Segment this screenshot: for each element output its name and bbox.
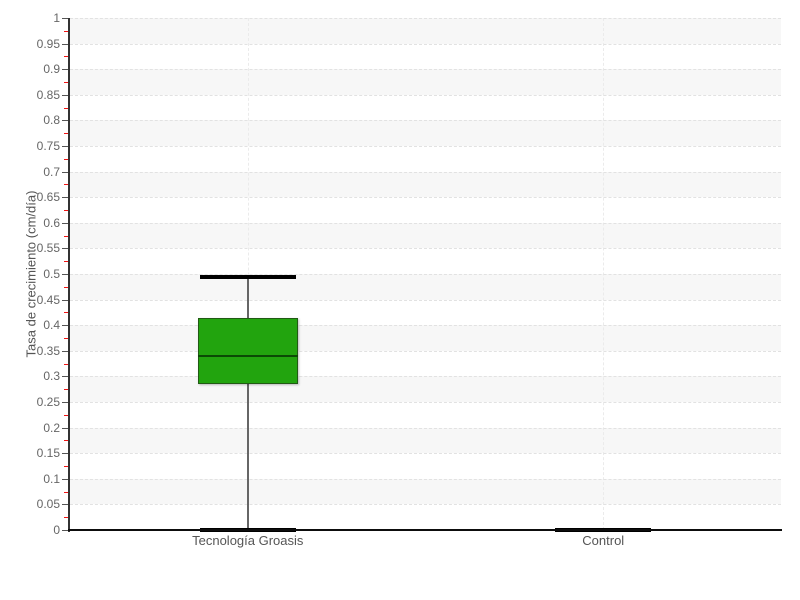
y-major-tick [62, 504, 68, 506]
y-minor-tick [64, 491, 68, 493]
y-major-tick [62, 299, 68, 301]
plot-band [70, 274, 781, 300]
y-tick-label: 0.85 [36, 87, 60, 102]
plot-band [70, 222, 781, 249]
plot-band [70, 376, 781, 402]
y-minor-tick [64, 107, 68, 109]
plot-band [70, 18, 781, 44]
y-gridline [70, 248, 781, 250]
plot-band [70, 69, 781, 95]
y-minor-tick [64, 389, 68, 391]
y-gridline [70, 197, 781, 199]
y-major-tick [62, 376, 68, 378]
y-tick-label: 0.2 [43, 420, 60, 435]
y-tick-label: 1 [53, 11, 60, 25]
plot-band [70, 120, 781, 146]
whisker-cap-low [555, 528, 652, 532]
y-minor-tick [64, 82, 68, 83]
whisker-cap-low [199, 528, 296, 532]
y-minor-tick [64, 440, 68, 442]
y-major-tick [62, 171, 68, 173]
y-major-tick [62, 69, 68, 71]
y-gridline [70, 146, 781, 147]
plot-band [70, 478, 781, 505]
y-tick-label: 0.25 [36, 395, 60, 409]
y-major-tick [62, 94, 68, 96]
y-gridline [70, 69, 781, 71]
y-tick-label: 0.05 [36, 497, 60, 512]
y-minor-tick [64, 158, 68, 160]
y-minor-tick [64, 261, 68, 263]
y-minor-tick [64, 312, 68, 314]
y-major-tick [62, 248, 68, 250]
box-iqr [197, 317, 298, 385]
y-major-tick [62, 478, 68, 480]
y-axis-title: Tasa de crecimiento (cm/día) [23, 190, 39, 358]
y-gridline [70, 504, 781, 506]
y-minor-tick [64, 133, 68, 135]
whisker-cap-high [199, 274, 296, 279]
y-tick-label: 0.3 [43, 369, 60, 384]
y-minor-tick [64, 184, 68, 186]
y-tick-label: 0.75 [36, 139, 60, 153]
y-major-tick [62, 325, 68, 327]
y-gridline [70, 18, 781, 19]
y-minor-tick [64, 466, 68, 467]
y-minor-tick [64, 517, 68, 519]
plot-band [70, 325, 781, 351]
y-tick-label: 0.15 [36, 446, 60, 461]
y-gridline [70, 478, 781, 480]
y-gridline [70, 171, 781, 173]
y-gridline [70, 274, 781, 275]
y-major-tick [62, 402, 68, 403]
y-minor-tick [64, 235, 68, 237]
y-gridline [70, 325, 781, 327]
y-major-tick [62, 350, 68, 352]
y-tick-label: 0.1 [43, 471, 60, 486]
y-minor-tick [64, 210, 68, 211]
y-major-tick [62, 427, 68, 429]
y-gridline [70, 94, 781, 96]
y-tick-label: 0.7 [43, 164, 60, 179]
y-gridline [70, 402, 781, 403]
y-minor-tick [64, 338, 68, 339]
y-minor-tick [64, 363, 68, 365]
y-minor-tick [64, 414, 68, 416]
y-gridline [70, 427, 781, 429]
x-axis-label: Control [582, 533, 625, 548]
y-gridline [70, 350, 781, 352]
y-major-tick [62, 222, 68, 224]
whisker-line [246, 276, 249, 530]
y-tick-label: 0 [53, 523, 60, 537]
y-tick-label: 0.8 [43, 113, 60, 128]
y-gridline [70, 299, 781, 301]
y-minor-tick [64, 286, 68, 288]
median-line [197, 354, 298, 357]
plot-band [70, 171, 781, 198]
y-gridline [70, 43, 781, 45]
plot-band [70, 427, 781, 454]
y-tick-label: 0.95 [36, 36, 60, 51]
y-major-tick [62, 197, 68, 199]
y-gridline [70, 120, 781, 122]
y-minor-tick [64, 30, 68, 32]
y-major-tick [62, 18, 68, 19]
y-gridline [70, 376, 781, 378]
y-major-tick [62, 453, 68, 455]
y-major-tick [62, 146, 68, 147]
y-tick-label: 0.9 [43, 62, 60, 77]
plot-area [70, 18, 781, 532]
y-gridline [70, 453, 781, 455]
y-gridline [70, 222, 781, 224]
y-major-tick [62, 43, 68, 45]
y-minor-tick [64, 56, 68, 58]
y-major-tick [62, 274, 68, 275]
y-major-tick [62, 120, 68, 122]
y-major-tick [62, 530, 68, 531]
x-axis-label: Tecnología Groasis [192, 533, 304, 548]
